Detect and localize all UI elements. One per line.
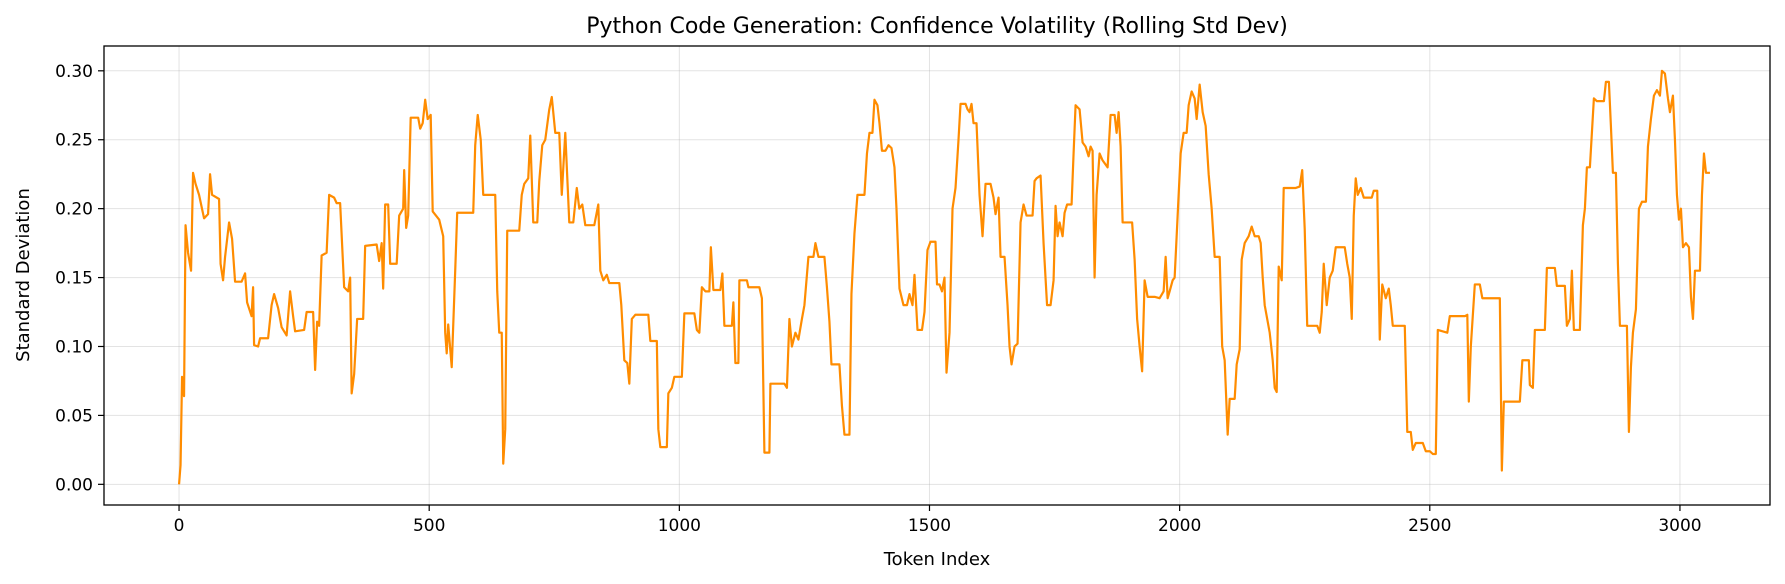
series-line-0 [177,69,1710,485]
plot-area-frame [103,45,1771,506]
y-tick-label: 0.20 [55,200,93,220]
x-tick-label: 1500 [908,516,951,536]
y-tick-label: 0.10 [55,337,93,357]
x-tick-label: 3000 [1658,516,1701,536]
x-axis-label: Token Index [883,549,991,570]
y-tick-label: 0.30 [55,62,93,82]
y-tick-label: 0.00 [55,475,93,495]
x-tick-label: 500 [413,516,445,536]
x-tick-label: 2000 [1158,516,1201,536]
x-tick-label: 0 [174,516,185,536]
y-tick-label: 0.25 [55,131,93,151]
series-layer [177,69,1710,485]
x-axis-ticks: 0 500 1000 1500 2000 2500 3000 [174,505,1702,536]
x-tick-label: 1000 [658,516,701,536]
chart-title: Python Code Generation: Confidence Volat… [586,14,1288,39]
gridlines [104,46,1770,505]
y-axis-label: Standard Deviation [13,188,34,362]
y-axis-ticks: 0.00 0.05 0.10 0.15 0.20 0.25 0.30 [55,62,104,495]
y-tick-label: 0.05 [55,406,93,426]
y-tick-label: 0.15 [55,269,93,289]
x-tick-label: 2500 [1408,516,1451,536]
